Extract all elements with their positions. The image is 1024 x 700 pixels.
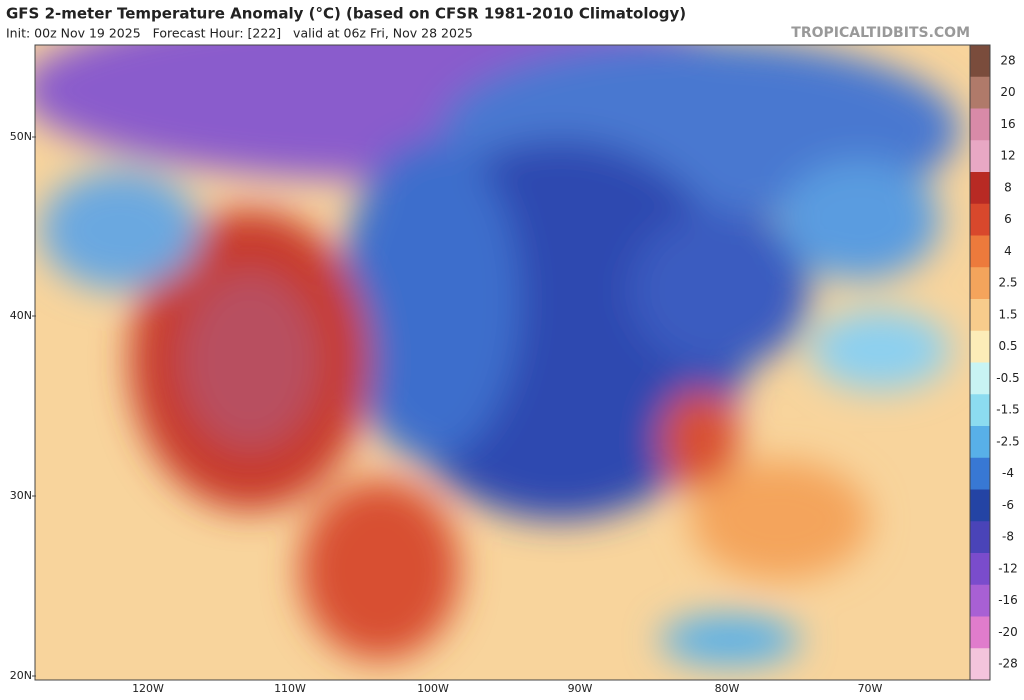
colorbar-label: 1.5 (998, 307, 1017, 321)
colorbar-label: -6 (1002, 498, 1014, 512)
colorbar-frame (969, 44, 991, 681)
colorbar-label: -20 (998, 625, 1018, 639)
colorbar-swatch (970, 394, 990, 427)
colorbar-swatch (970, 299, 990, 332)
colorbar-swatch (970, 76, 990, 109)
colorbar-swatch (970, 267, 990, 300)
colorbar-swatch (970, 521, 990, 554)
anomaly-field (35, 45, 960, 665)
colorbar-label: 28 (1000, 53, 1015, 67)
colorbar-swatch (970, 648, 990, 681)
title: GFS 2-meter Temperature Anomaly (°C) (ba… (6, 5, 686, 23)
lat-label: 40N (10, 309, 32, 322)
colorbar-swatch (970, 140, 990, 173)
lon-label: 70W (858, 682, 883, 695)
colorbar-label: -1.5 (996, 403, 1019, 417)
colorbar-label: 2.5 (998, 276, 1017, 290)
colorbar-label: -8 (1002, 530, 1014, 544)
colorbar-swatch (970, 426, 990, 459)
colorbar-swatch (970, 553, 990, 586)
lat-label: 50N (10, 130, 32, 143)
colorbar-label: 8 (1004, 180, 1012, 194)
lon-label: 90W (568, 682, 593, 695)
colorbar-swatch (970, 457, 990, 490)
subtitle: Init: 00z Nov 19 2025 Forecast Hour: [22… (6, 26, 473, 41)
colorbar-swatch (970, 489, 990, 522)
colorbar-label: -4 (1002, 466, 1014, 480)
colorbar-label: 4 (1004, 244, 1012, 258)
colorbar-swatch (970, 362, 990, 395)
colorbar-label: 0.5 (998, 339, 1017, 353)
lon-label: 110W (274, 682, 306, 695)
colorbar-label: 6 (1004, 212, 1012, 226)
colorbar-swatch (970, 45, 990, 78)
colorbar-label: -16 (998, 593, 1018, 607)
colorbar-label: -0.5 (996, 371, 1019, 385)
colorbar-label: -12 (998, 561, 1018, 575)
lon-label: 100W (417, 682, 449, 695)
colorbar-label: 12 (1000, 149, 1015, 163)
colorbar-swatch (970, 584, 990, 617)
lon-label: 120W (132, 682, 164, 695)
colorbar-label: 16 (1000, 117, 1015, 131)
colorbar-swatch (970, 330, 990, 363)
site-credit: TROPICALTIDBITS.COM (791, 25, 970, 41)
colorbar-label: -28 (998, 657, 1018, 671)
lat-label: 30N (10, 489, 32, 502)
lat-label: 20N (10, 669, 32, 682)
colorbar-swatch (970, 172, 990, 205)
map (35, 45, 970, 680)
colorbar-swatch (970, 108, 990, 141)
colorbar-swatch (970, 203, 990, 236)
colorbar-swatch (970, 616, 990, 649)
colorbar-swatch (970, 235, 990, 268)
lon-label: 80W (715, 682, 740, 695)
colorbar-label: 20 (1000, 85, 1015, 99)
colorbar-label: -2.5 (996, 434, 1019, 448)
